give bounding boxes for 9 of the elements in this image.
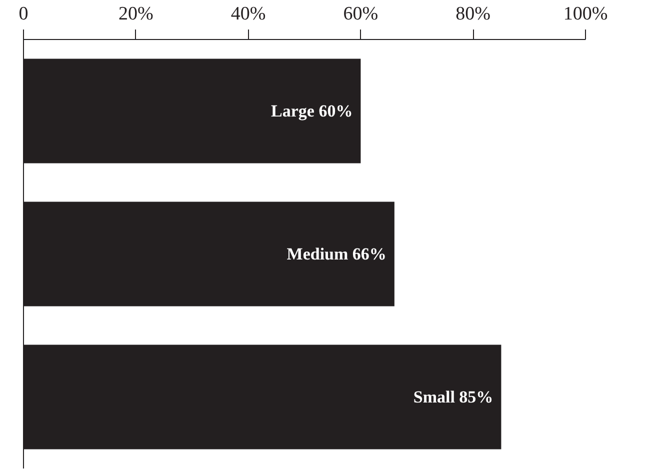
x-tick-label: 40%	[230, 4, 266, 24]
x-tick-label: 80%	[456, 4, 491, 24]
category-label: Small 85%	[413, 388, 494, 406]
x-tick-label: 20%	[118, 4, 154, 24]
category-label: Medium 66%	[286, 244, 386, 264]
x-tick-label: 60%	[343, 4, 378, 24]
x-tick-label: 0	[18, 4, 28, 24]
category-label: Large 60%	[271, 102, 353, 120]
x-tick-label: 100%	[563, 4, 608, 24]
